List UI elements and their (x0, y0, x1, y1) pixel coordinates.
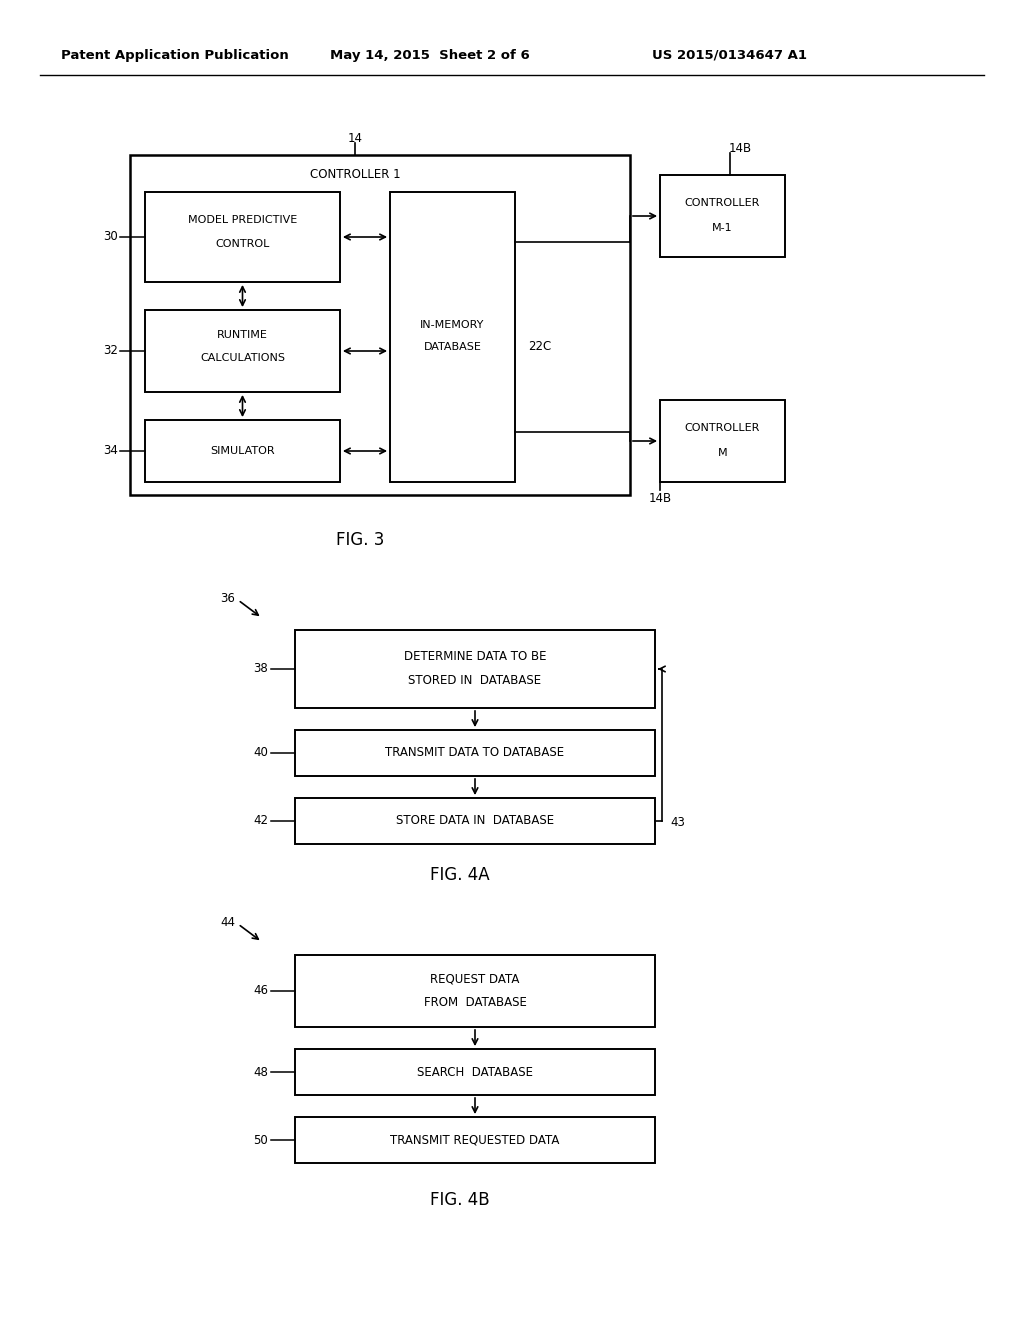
Text: TRANSMIT REQUESTED DATA: TRANSMIT REQUESTED DATA (390, 1134, 560, 1147)
Bar (295, 954, 655, 1027)
Bar (145, 191, 340, 282)
Text: 14B: 14B (728, 141, 752, 154)
Text: FIG. 3: FIG. 3 (336, 531, 384, 549)
Bar (295, 1049, 655, 1096)
Text: FROM  DATABASE: FROM DATABASE (424, 997, 526, 1010)
Text: DETERMINE DATA TO BE: DETERMINE DATA TO BE (403, 649, 546, 663)
Text: 30: 30 (103, 231, 118, 243)
Text: 46: 46 (253, 985, 268, 998)
Text: FIG. 4A: FIG. 4A (430, 866, 489, 884)
Text: 42: 42 (253, 814, 268, 828)
Text: M-1: M-1 (712, 223, 733, 234)
Text: 14: 14 (347, 132, 362, 144)
Text: 43: 43 (670, 817, 685, 829)
Bar (295, 630, 655, 708)
Bar (295, 730, 655, 776)
Bar (295, 1117, 655, 1163)
Text: STORED IN  DATABASE: STORED IN DATABASE (409, 673, 542, 686)
Bar (145, 420, 340, 482)
Text: IN-MEMORY: IN-MEMORY (420, 319, 484, 330)
Text: M: M (718, 447, 727, 458)
Text: US 2015/0134647 A1: US 2015/0134647 A1 (652, 49, 808, 62)
Text: CONTROLLER: CONTROLLER (685, 422, 760, 433)
Text: 48: 48 (253, 1065, 268, 1078)
Text: CALCULATIONS: CALCULATIONS (200, 352, 285, 363)
Text: CONTROLLER: CONTROLLER (685, 198, 760, 209)
Bar (660, 400, 785, 482)
Bar (295, 799, 655, 843)
Text: May 14, 2015  Sheet 2 of 6: May 14, 2015 Sheet 2 of 6 (330, 49, 529, 62)
Text: 50: 50 (253, 1134, 268, 1147)
Text: 32: 32 (103, 345, 118, 358)
Bar (145, 310, 340, 392)
Text: TRANSMIT DATA TO DATABASE: TRANSMIT DATA TO DATABASE (385, 747, 564, 759)
Bar (390, 191, 515, 482)
Text: FIG. 4B: FIG. 4B (430, 1191, 489, 1209)
Text: SEARCH  DATABASE: SEARCH DATABASE (417, 1065, 534, 1078)
Text: 40: 40 (253, 747, 268, 759)
Text: Patent Application Publication: Patent Application Publication (61, 49, 289, 62)
Text: 36: 36 (220, 591, 234, 605)
Bar (660, 176, 785, 257)
Text: CONTROLLER 1: CONTROLLER 1 (309, 169, 400, 181)
Text: 44: 44 (220, 916, 234, 928)
Text: REQUEST DATA: REQUEST DATA (430, 973, 520, 986)
Text: CONTROL: CONTROL (215, 239, 269, 249)
Text: DATABASE: DATABASE (424, 342, 481, 352)
Text: MODEL PREDICTIVE: MODEL PREDICTIVE (187, 215, 297, 224)
Text: 14B: 14B (648, 491, 672, 504)
Text: 38: 38 (253, 663, 268, 676)
Text: 34: 34 (103, 445, 118, 458)
Bar (130, 154, 630, 495)
Text: RUNTIME: RUNTIME (217, 330, 268, 341)
Text: 22C: 22C (528, 339, 551, 352)
Text: STORE DATA IN  DATABASE: STORE DATA IN DATABASE (396, 814, 554, 828)
Text: SIMULATOR: SIMULATOR (210, 446, 274, 455)
